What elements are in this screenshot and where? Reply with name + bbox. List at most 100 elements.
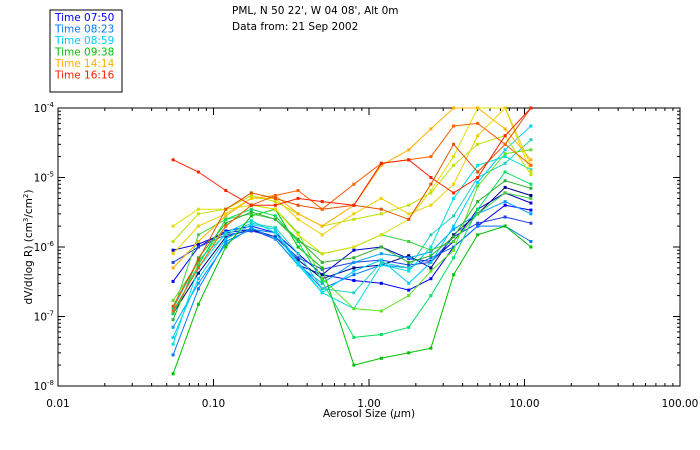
data-point	[452, 235, 456, 239]
data-point	[352, 266, 356, 270]
data-point	[320, 273, 324, 277]
data-point	[171, 307, 175, 311]
data-point	[379, 333, 383, 336]
data-point	[320, 281, 324, 285]
data-point	[529, 124, 533, 128]
data-point	[196, 212, 200, 216]
data-point	[196, 207, 200, 211]
data-point	[296, 231, 300, 235]
data-point	[273, 231, 277, 235]
data-point	[476, 106, 480, 110]
data-point	[196, 170, 200, 174]
data-point	[352, 307, 356, 311]
data-point	[249, 210, 253, 214]
data-point	[503, 224, 507, 228]
data-point	[352, 182, 356, 186]
data-point	[171, 158, 175, 162]
data-point	[249, 191, 253, 195]
data-point	[296, 258, 300, 262]
series-14	[171, 179, 533, 322]
data-point	[171, 260, 175, 264]
data-point	[379, 281, 383, 285]
data-point	[476, 224, 480, 228]
data-point	[273, 203, 277, 207]
data-point	[476, 207, 480, 211]
data-point	[529, 208, 533, 212]
data-point	[476, 121, 480, 125]
data-point	[429, 256, 433, 260]
data-point	[273, 200, 277, 204]
data-point	[529, 148, 533, 152]
y-axis-label: dV/d(log R) (cm3/cm2)	[22, 190, 35, 305]
chart-subtitle: Data from: 21 Sep 2002	[232, 21, 358, 33]
data-point	[476, 163, 480, 167]
data-point	[171, 325, 175, 329]
data-point	[296, 263, 300, 267]
data-point	[196, 240, 200, 243]
data-point	[249, 219, 253, 223]
data-point	[171, 266, 175, 270]
x-tick-label: 10.00	[509, 398, 539, 410]
data-point	[171, 335, 175, 339]
data-point	[249, 194, 253, 197]
data-point	[296, 237, 300, 241]
data-point	[171, 252, 175, 256]
data-point	[352, 291, 356, 295]
data-point	[476, 200, 480, 204]
data-point	[379, 263, 383, 267]
data-point	[429, 346, 433, 350]
data-point	[429, 269, 433, 273]
data-point	[196, 256, 200, 260]
data-point	[476, 170, 480, 174]
data-point	[296, 212, 300, 216]
data-point	[529, 170, 533, 174]
x-tick-label: 100.00	[662, 398, 699, 410]
data-point	[476, 221, 480, 225]
data-point	[320, 200, 324, 204]
y-tick-label: 10-5	[34, 171, 54, 185]
plot-frame	[57, 107, 681, 387]
data-point	[196, 233, 200, 237]
data-point	[529, 106, 533, 110]
data-point	[429, 248, 433, 252]
data-point	[503, 134, 507, 138]
data-point	[196, 271, 200, 275]
data-point	[452, 240, 456, 243]
data-point	[273, 217, 277, 221]
data-point	[273, 226, 277, 230]
data-point	[352, 245, 356, 249]
data-point	[320, 252, 324, 256]
data-point	[452, 245, 456, 249]
data-point	[224, 235, 228, 239]
data-point	[171, 224, 175, 228]
data-point	[407, 260, 411, 264]
data-point	[529, 163, 533, 167]
data-point	[529, 168, 533, 172]
x-tick-label: 0.01	[46, 398, 69, 410]
data-point	[407, 254, 411, 258]
data-point	[503, 142, 507, 146]
data-point	[407, 203, 411, 207]
data-point	[429, 127, 433, 131]
data-point	[196, 242, 200, 246]
data-point	[452, 163, 456, 167]
data-point	[379, 161, 383, 165]
series-21	[171, 106, 533, 207]
series-13	[171, 170, 533, 339]
legend-item: Time 16:16	[54, 70, 115, 82]
data-point	[296, 260, 300, 264]
data-point	[529, 212, 533, 216]
data-point	[379, 260, 383, 264]
data-point	[429, 176, 433, 179]
data-point	[273, 214, 277, 218]
data-point	[429, 155, 433, 159]
series-10	[171, 207, 533, 376]
data-point	[429, 233, 433, 237]
data-point	[379, 207, 383, 211]
data-point	[429, 182, 433, 186]
data-point	[224, 217, 228, 221]
data-point	[320, 287, 324, 291]
data-point	[320, 260, 324, 264]
data-point	[407, 269, 411, 273]
